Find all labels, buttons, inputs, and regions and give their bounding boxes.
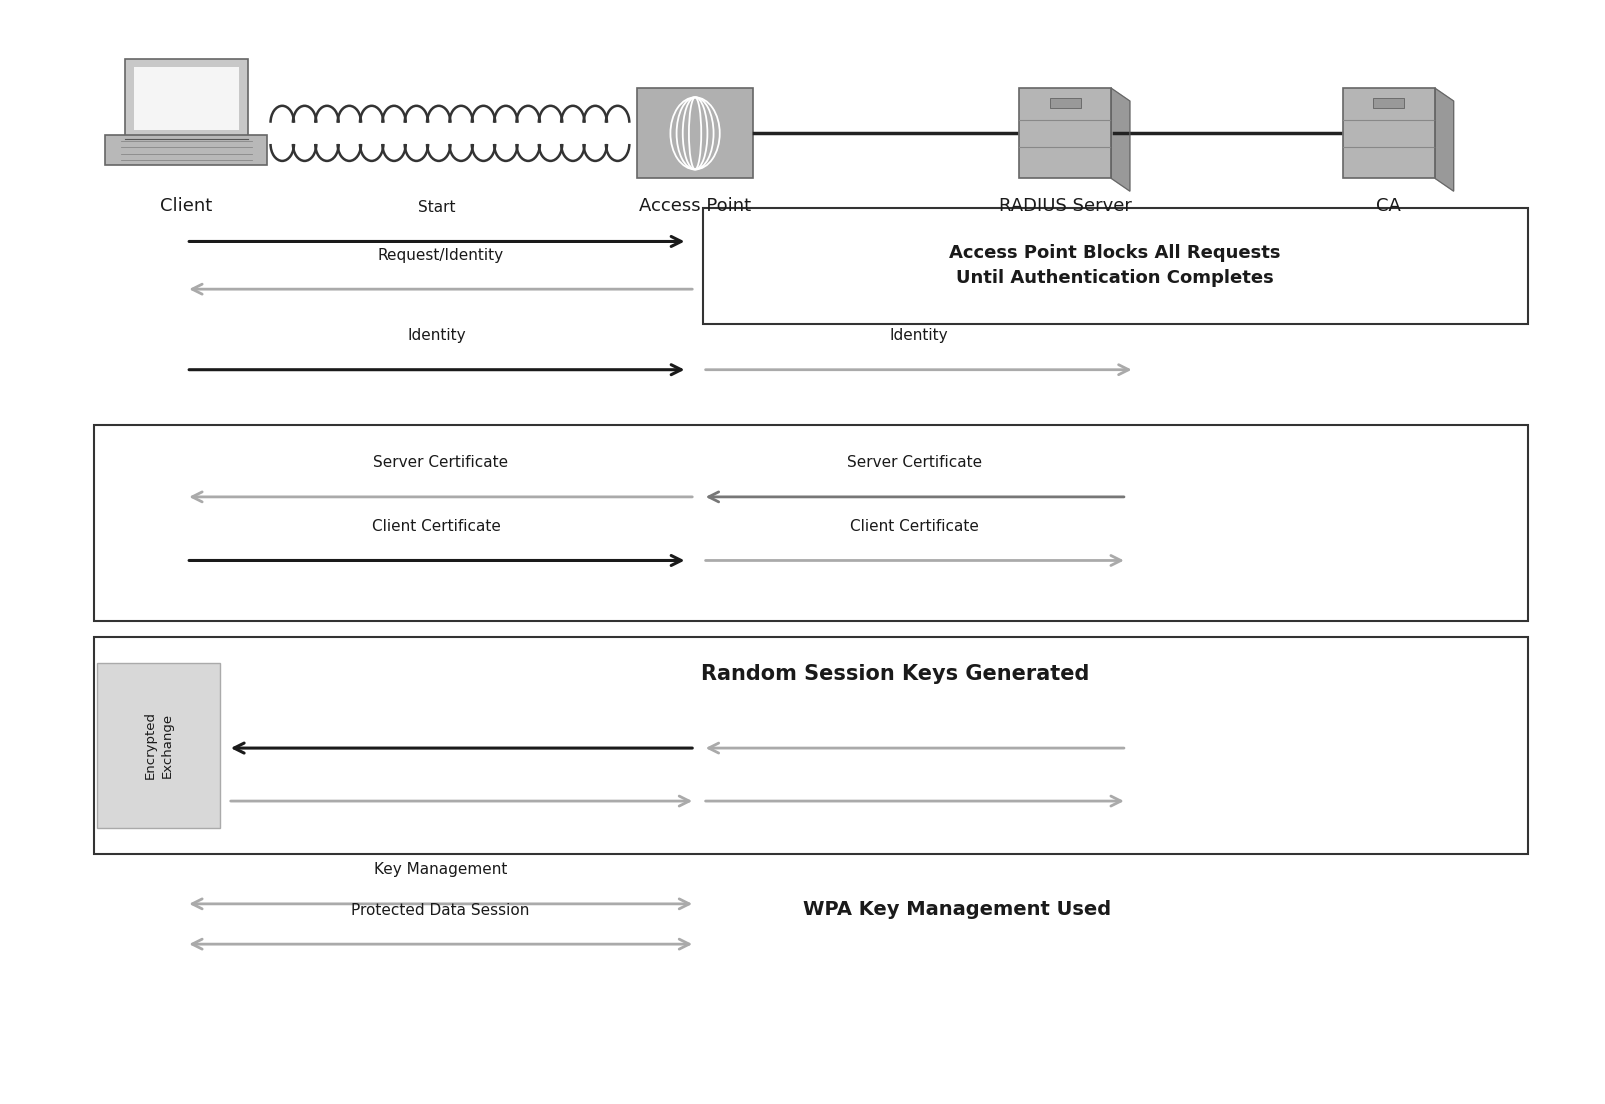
Bar [1018, 88, 1111, 179]
Text: Client: Client [160, 197, 212, 215]
Text: Random Session Keys Generated: Random Session Keys Generated [701, 664, 1090, 683]
Text: Client Certificate: Client Certificate [849, 519, 979, 534]
Bar [1372, 97, 1403, 108]
Text: Identity: Identity [889, 328, 947, 343]
Polygon shape [1111, 88, 1130, 191]
Text: Identity: Identity [408, 328, 465, 343]
Text: RADIUS Server: RADIUS Server [998, 197, 1132, 215]
Text: Access Point: Access Point [639, 197, 751, 215]
Text: Request/Identity: Request/Identity [377, 247, 504, 263]
Bar [93, 637, 1526, 854]
Text: WPA Key Management Used: WPA Key Management Used [802, 900, 1111, 919]
Bar [96, 664, 220, 828]
Text: Server Certificate: Server Certificate [847, 455, 982, 470]
Text: Client Certificate: Client Certificate [372, 519, 501, 534]
Bar [1342, 88, 1435, 179]
Polygon shape [1435, 88, 1453, 191]
Bar [133, 66, 239, 130]
Bar [125, 60, 247, 139]
Bar [106, 136, 266, 166]
Text: Start: Start [417, 200, 456, 215]
Text: CA: CA [1375, 197, 1401, 215]
Bar [637, 88, 753, 179]
Text: Encrypted
Exchange: Encrypted Exchange [143, 711, 173, 779]
Text: Protected Data Session: Protected Data Session [351, 903, 530, 917]
Text: Key Management: Key Management [374, 862, 507, 878]
Bar [93, 425, 1526, 620]
Text: Server Certificate: Server Certificate [372, 455, 507, 470]
Text: Access Point Blocks All Requests
Until Authentication Completes: Access Point Blocks All Requests Until A… [949, 244, 1281, 287]
Bar [1050, 97, 1080, 108]
Bar [703, 208, 1526, 325]
